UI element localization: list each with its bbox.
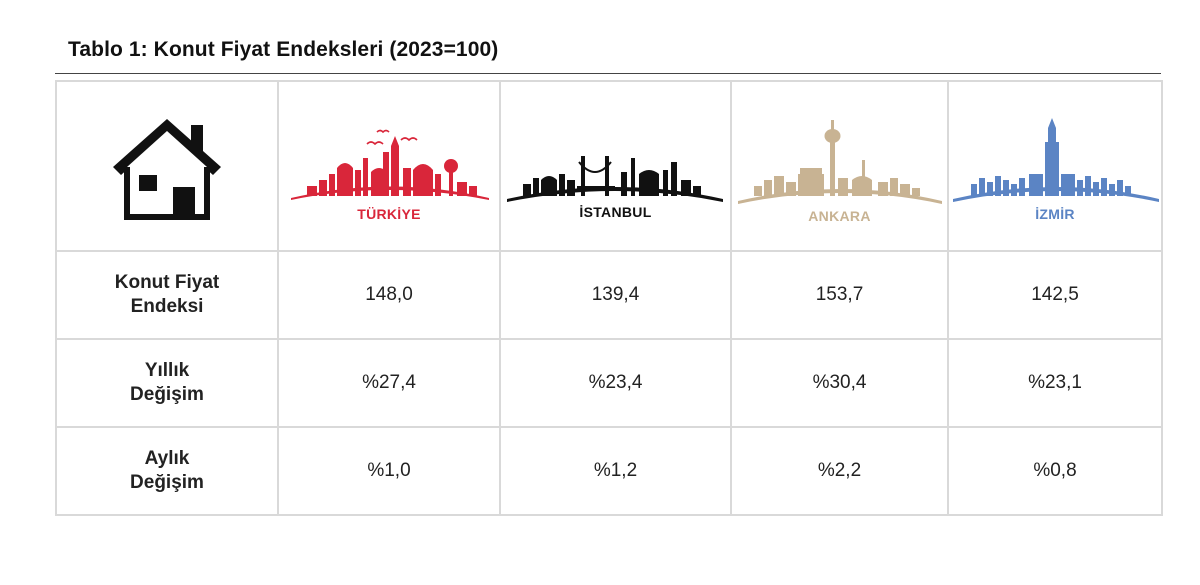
ankara-skyline-icon [738,120,942,204]
row-label-line-2: Değişim [130,384,204,405]
city-header-izmir: İZMİR [947,80,1163,252]
table-cell: 148,0 [277,250,501,340]
table-cell: 142,5 [947,250,1163,340]
table-cell: %27,4 [277,338,501,428]
city-header-ankara: ANKARA [730,80,949,252]
istanbul-skyline-icon [507,156,723,202]
izmir-skyline-icon [953,118,1159,202]
table-cell: %2,2 [730,426,949,516]
city-header-istanbul: İSTANBUL [499,80,732,252]
table-cell: 139,4 [499,250,732,340]
title-divider [55,73,1161,74]
table-cell: 153,7 [730,250,949,340]
row-label-line-2: Değişim [130,472,204,493]
table-cell: %1,2 [499,426,732,516]
table-cell: %23,4 [499,338,732,428]
table-cell: %23,1 [947,338,1163,428]
house-cell [55,80,279,252]
row-label: Yıllık Değişim [55,338,279,428]
city-name-izmir: İZMİR [1035,206,1075,222]
row-label-line-1: Aylık [144,448,190,469]
row-label-line-1: Konut Fiyat [114,272,220,293]
table-title: Tablo 1: Konut Fiyat Endeksleri (2023=10… [68,38,499,61]
city-name-ankara: ANKARA [808,208,871,224]
row-label: Aylık Değişim [55,426,279,516]
price-index-table: TÜRKİYE [55,80,1163,516]
city-name-turkiye: TÜRKİYE [357,206,421,222]
table-cell: %0,8 [947,426,1163,516]
turkiye-skyline-icon [291,129,489,200]
table-cell: %1,0 [277,426,501,516]
table-row: Yıllık Değişim %27,4 %23,4 %30,4 %23,1 [55,338,1163,428]
city-header-turkiye: TÜRKİYE [277,80,501,252]
row-label: Konut Fiyat Endeksi [55,250,279,340]
header-row: TÜRKİYE [55,80,1163,252]
table-row: Konut Fiyat Endeksi 148,0 139,4 153,7 14… [55,250,1163,340]
city-name-istanbul: İSTANBUL [579,204,652,220]
row-label-line-2: Endeksi [130,296,204,317]
table-cell: %30,4 [730,338,949,428]
row-label-line-1: Yıllık [144,360,190,381]
house-icon [113,119,221,220]
table-row: Aylık Değişim %1,0 %1,2 %2,2 %0,8 [55,426,1163,516]
